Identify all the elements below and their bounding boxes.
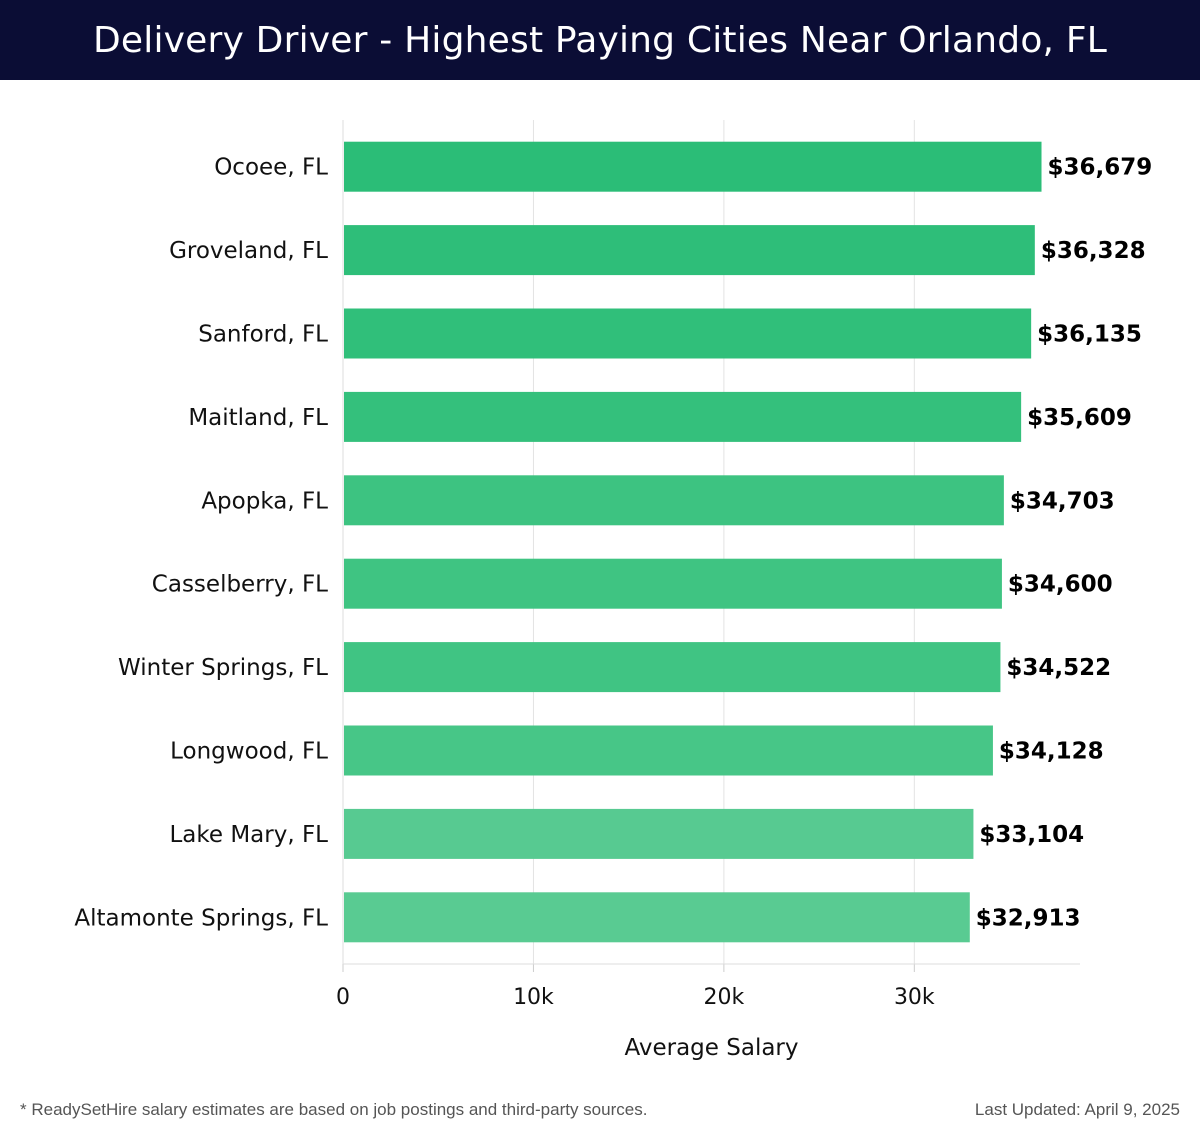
value-label: $36,135 [1037, 322, 1142, 348]
bar [344, 558, 1002, 609]
bar [344, 642, 1001, 693]
chart-title: Delivery Driver - Highest Paying Cities … [92, 19, 1108, 61]
value-label: $36,328 [1041, 238, 1146, 264]
last-updated: Last Updated: April 9, 2025 [974, 1100, 1180, 1119]
value-label: $33,104 [979, 822, 1084, 848]
category-label: Ocoee, FL [214, 155, 328, 181]
value-label: $34,600 [1008, 572, 1113, 598]
bar [344, 892, 970, 943]
x-tick-label: 0 [336, 985, 350, 1010]
value-label: $32,913 [976, 905, 1081, 931]
category-label: Groveland, FL [169, 238, 328, 264]
x-tick-label: 20k [704, 985, 745, 1010]
bar [344, 308, 1032, 359]
x-tick-label: 10k [513, 985, 554, 1010]
bar [344, 808, 974, 859]
category-label: Longwood, FL [170, 739, 328, 765]
category-label: Lake Mary, FL [169, 822, 328, 848]
category-label: Sanford, FL [198, 322, 328, 348]
category-label: Apopka, FL [201, 488, 328, 514]
axes [342, 120, 1080, 972]
value-label: $35,609 [1027, 405, 1132, 431]
category-label: Altamonte Springs, FL [74, 905, 328, 931]
category-label: Maitland, FL [188, 405, 328, 431]
bar [344, 141, 1042, 192]
bar [344, 725, 993, 776]
x-axis-title: Average Salary [624, 1035, 798, 1061]
footer-note: * ReadySetHire salary estimates are base… [20, 1100, 648, 1119]
x-tick-label: 30k [894, 985, 935, 1010]
value-label: $34,128 [999, 739, 1104, 765]
category-label: Winter Springs, FL [118, 655, 328, 681]
bar [344, 225, 1035, 276]
category-label: Casselberry, FL [152, 572, 328, 598]
value-label: $34,522 [1006, 655, 1111, 681]
bars [344, 141, 1042, 943]
salary-bar-chart: 0 10k 20k 30k Ocoee, FL $36,679 Groveland, FL $… [74, 120, 1152, 1061]
value-label: $34,703 [1010, 488, 1115, 514]
bar [344, 475, 1004, 526]
bar [344, 391, 1022, 442]
chart-header: Delivery Driver - Highest Paying Cities … [0, 0, 1200, 80]
value-label: $36,679 [1048, 155, 1153, 181]
labels: 0 10k 20k 30k Ocoee, FL $36,679 Groveland, FL $… [74, 155, 1152, 1061]
